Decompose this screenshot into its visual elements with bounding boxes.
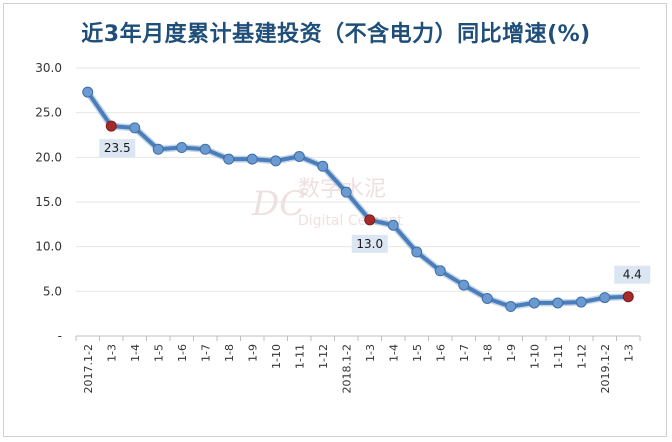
data-marker bbox=[199, 143, 211, 155]
data-label: 13.0 bbox=[356, 237, 383, 251]
x-tick-label: 2017.1-2 bbox=[82, 344, 95, 393]
data-marker bbox=[223, 153, 235, 165]
data-label-box bbox=[99, 139, 136, 158]
data-marker bbox=[575, 296, 587, 308]
x-tick-label: 1-3 bbox=[105, 344, 118, 362]
x-tick-label: 1-6 bbox=[176, 344, 189, 362]
watermark-logo: DC bbox=[251, 184, 305, 224]
x-tick-label: 1-7 bbox=[199, 344, 212, 362]
x-tick-label: 1-8 bbox=[223, 344, 236, 362]
data-label-box bbox=[351, 234, 388, 253]
highlight-marker bbox=[105, 120, 117, 132]
x-tick-label: 1-3 bbox=[364, 344, 377, 362]
data-marker bbox=[176, 142, 188, 154]
chart-frame bbox=[3, 3, 667, 437]
highlight-marker bbox=[364, 214, 376, 226]
x-tick-label: 1-5 bbox=[411, 344, 424, 362]
x-tick-label: 1-4 bbox=[387, 344, 400, 362]
data-marker bbox=[293, 150, 305, 162]
data-marker bbox=[599, 292, 611, 304]
data-marker bbox=[270, 155, 282, 167]
y-tick-label: - bbox=[58, 329, 62, 343]
data-label: 4.4 bbox=[623, 268, 642, 282]
data-marker bbox=[434, 265, 446, 277]
x-tick-label: 1-4 bbox=[129, 344, 142, 362]
x-tick-label: 1-10 bbox=[270, 344, 283, 369]
data-marker bbox=[458, 279, 470, 291]
data-marker bbox=[387, 219, 399, 231]
data-marker bbox=[317, 160, 329, 172]
data-marker bbox=[505, 301, 517, 313]
data-marker bbox=[82, 86, 94, 98]
y-tick-label: 30.0 bbox=[35, 61, 62, 75]
x-tick-label: 1-10 bbox=[528, 344, 541, 369]
y-tick-label: 15.0 bbox=[35, 195, 62, 209]
x-tick-label: 1-12 bbox=[575, 344, 588, 369]
data-marker bbox=[552, 297, 564, 309]
x-tick-label: 1-3 bbox=[622, 344, 635, 362]
x-tick-label: 2018.1-2 bbox=[340, 344, 353, 393]
y-tick-label: 25.0 bbox=[35, 106, 62, 120]
highlight-marker bbox=[622, 291, 634, 303]
x-tick-label: 1-7 bbox=[458, 344, 471, 362]
data-marker bbox=[152, 143, 164, 155]
chart-title: 近3年月度累计基建投资（不含电力）同比增速(%) bbox=[81, 22, 591, 47]
data-marker bbox=[528, 297, 540, 309]
x-tick-label: 1-8 bbox=[481, 344, 494, 362]
data-label: 23.5 bbox=[104, 141, 131, 155]
data-label-box bbox=[614, 265, 651, 284]
y-tick-label: 5.0 bbox=[43, 284, 62, 298]
x-tick-label: 1-9 bbox=[246, 344, 259, 362]
x-tick-label: 1-9 bbox=[505, 344, 518, 362]
data-marker bbox=[129, 122, 141, 134]
data-marker bbox=[481, 292, 493, 304]
y-tick-label: 20.0 bbox=[35, 150, 62, 164]
x-tick-label: 2019.1-2 bbox=[599, 344, 612, 393]
x-tick-label: 1-11 bbox=[293, 344, 306, 369]
x-tick-label: 1-6 bbox=[434, 344, 447, 362]
y-tick-label: 10.0 bbox=[35, 240, 62, 254]
x-tick-label: 1-11 bbox=[552, 344, 565, 369]
data-marker bbox=[246, 153, 258, 165]
x-tick-label: 1-12 bbox=[317, 344, 330, 369]
x-tick-label: 1-5 bbox=[152, 344, 165, 362]
data-marker bbox=[411, 246, 423, 258]
data-marker bbox=[340, 186, 352, 198]
